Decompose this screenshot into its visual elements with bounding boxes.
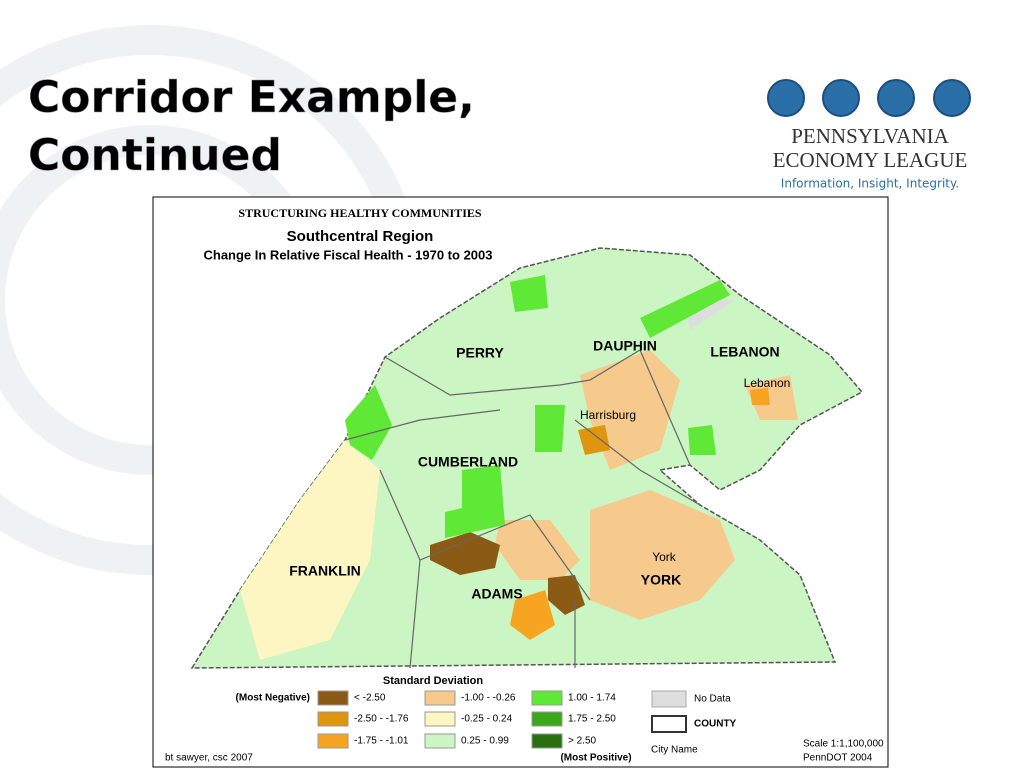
logo-name: ECONOMY LEAGUE	[773, 148, 968, 172]
county-label: ADAMS	[471, 586, 522, 602]
legend-swatch	[424, 733, 456, 749]
map-header: STRUCTURING HEALTHY COMMUNITIES	[238, 206, 481, 220]
logo-icon	[767, 79, 805, 117]
area	[590, 490, 735, 620]
logo-icon	[933, 79, 971, 117]
legend-swatch	[317, 711, 349, 727]
legend-swatch	[424, 711, 456, 727]
legend-label: > 2.50	[568, 736, 597, 747]
legend-swatch	[317, 733, 349, 749]
legend-label: -1.75 - -1.01	[354, 736, 409, 747]
map-title: Southcentral Region	[287, 228, 434, 245]
area	[750, 388, 770, 405]
area	[510, 590, 555, 640]
legend-label: No Data	[694, 694, 731, 705]
legend: Standard Deviation (Most Negative) (Most P…	[165, 675, 884, 764]
legend-label: -2.50 - -1.76	[354, 714, 409, 725]
legend-swatch	[317, 690, 349, 706]
area	[535, 405, 565, 452]
area	[495, 520, 580, 580]
area	[578, 425, 610, 455]
legend-swatch	[531, 690, 563, 706]
legend-title: Standard Deviation	[383, 675, 484, 687]
slide-title: Continued	[28, 130, 282, 181]
map-credit: bt sawyer, csc 2007	[165, 753, 253, 764]
area	[345, 385, 392, 460]
legend-label: 1.00 - 1.74	[568, 693, 616, 704]
legend-label: COUNTY	[694, 719, 737, 730]
city-label: York	[652, 550, 677, 564]
legend-label: 1.75 - 2.50	[568, 714, 616, 725]
area	[745, 375, 798, 420]
map-scale: Scale 1:1,100,000	[803, 739, 884, 750]
legend-label: < -2.50	[354, 693, 386, 704]
map-source: PennDOT 2004	[803, 753, 873, 764]
legend-swatch	[531, 711, 563, 727]
county-label: PERRY	[456, 345, 504, 361]
legend-swatch	[651, 690, 687, 708]
legend-label: City Name	[651, 745, 698, 756]
slide-title: Corridor Example,	[28, 72, 475, 123]
county-label: DAUPHIN	[593, 338, 657, 354]
logo-icon	[822, 79, 860, 117]
logo-icon	[877, 79, 915, 117]
area	[240, 440, 380, 660]
county-label: LEBANON	[710, 344, 779, 360]
area	[548, 575, 585, 615]
no-data-area	[688, 300, 735, 330]
county-label: FRANKLIN	[289, 563, 361, 579]
region-map	[190, 247, 864, 669]
county-boundary	[344, 349, 701, 669]
area	[640, 280, 730, 338]
legend-swatch	[651, 715, 687, 733]
logo-name: PENNSYLVANIA	[791, 124, 949, 148]
legend-swatch	[424, 690, 456, 706]
city-label: Lebanon	[744, 376, 791, 390]
logo-tagline: Information, Insight, Integrity.	[781, 177, 959, 191]
legend-label: -1.00 - -0.26	[461, 693, 516, 704]
city-label: Harrisburg	[580, 408, 636, 422]
county-label: CUMBERLAND	[418, 454, 518, 470]
area	[510, 275, 548, 312]
area	[445, 465, 505, 538]
legend-label: -0.25 - 0.24	[461, 714, 513, 725]
legend-note: (Most Negative)	[236, 693, 310, 704]
county-label: YORK	[641, 572, 681, 588]
map-subtitle: Change In Relative Fiscal Health - 1970 …	[203, 247, 492, 262]
legend-note: (Most Positive)	[560, 753, 631, 764]
legend-label: 0.25 - 0.99	[461, 736, 509, 747]
area	[430, 532, 500, 575]
logo-icons	[767, 79, 971, 117]
area	[688, 425, 716, 455]
map-labels: PERRY DAUPHIN LEBANON CUMBERLAND FRANKLIN ADA…	[289, 338, 790, 602]
legend-swatch	[531, 733, 563, 749]
